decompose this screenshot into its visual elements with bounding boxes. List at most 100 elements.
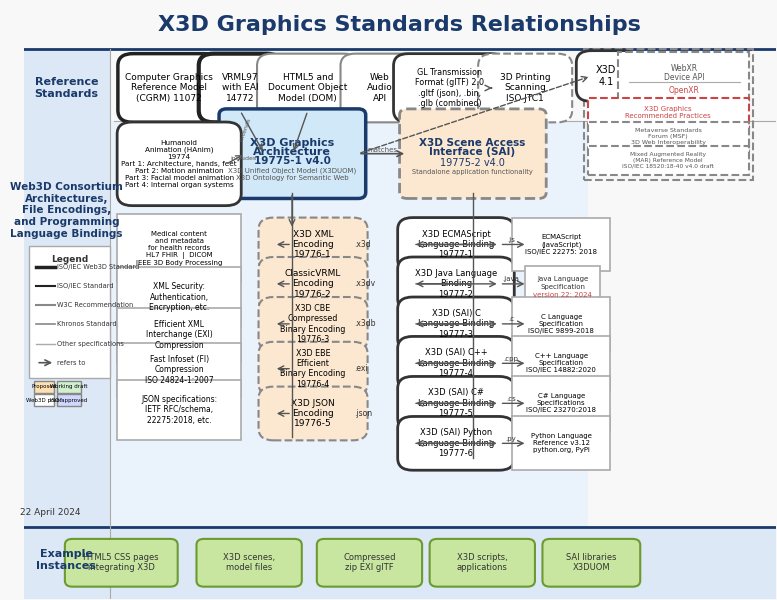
FancyBboxPatch shape	[29, 246, 110, 377]
FancyBboxPatch shape	[512, 218, 610, 271]
Text: Efficient XML
Interchange (EXI)
Compression: Efficient XML Interchange (EXI) Compress…	[146, 320, 213, 350]
FancyBboxPatch shape	[34, 381, 54, 393]
Text: X3D scenes,
model files: X3D scenes, model files	[223, 553, 275, 572]
FancyBboxPatch shape	[117, 214, 241, 283]
Text: X3D scripts,
applications: X3D scripts, applications	[457, 553, 507, 572]
Text: 19775-1 v4.0: 19775-1 v4.0	[253, 156, 330, 166]
FancyBboxPatch shape	[512, 376, 610, 430]
FancyBboxPatch shape	[259, 386, 368, 440]
Text: HTML5 CSS pages
integrating X3D: HTML5 CSS pages integrating X3D	[83, 553, 159, 572]
Text: X3D Scene Access: X3D Scene Access	[420, 138, 526, 148]
Text: .java: .java	[503, 276, 519, 282]
Text: X3D Graphics Standards Relationships: X3D Graphics Standards Relationships	[158, 15, 641, 35]
FancyBboxPatch shape	[23, 49, 110, 121]
FancyBboxPatch shape	[398, 416, 514, 470]
FancyBboxPatch shape	[478, 53, 572, 122]
FancyBboxPatch shape	[398, 337, 514, 390]
Text: X3D Unified Object Model (X3DUOM): X3D Unified Object Model (X3DUOM)	[228, 168, 356, 174]
FancyBboxPatch shape	[117, 122, 241, 206]
Text: C++ Language
Specification
ISO/IEC 14882:2020: C++ Language Specification ISO/IEC 14882…	[526, 353, 596, 373]
Text: Standalone application functionality: Standalone application functionality	[412, 169, 533, 175]
Text: VRML97
with EAI
14772: VRML97 with EAI 14772	[221, 73, 259, 103]
Text: Humanoid
Animation (HAnim)
19774
Part 1: Architecture, hands, feet
Part 2: Motio: Humanoid Animation (HAnim) 19774 Part 1:…	[121, 140, 237, 188]
Text: X3D Graphics: X3D Graphics	[250, 138, 334, 148]
FancyBboxPatch shape	[340, 53, 420, 122]
Text: 3D Printing
Scanning
ISO JTC1: 3D Printing Scanning ISO JTC1	[500, 73, 550, 103]
Text: X3D XML
Encoding
19776-1: X3D XML Encoding 19776-1	[292, 230, 334, 259]
FancyBboxPatch shape	[512, 337, 610, 390]
Text: Web3D Consortium
Architectures,
File Encodings,
and Programming
Language Binding: Web3D Consortium Architectures, File Enc…	[10, 182, 123, 239]
FancyBboxPatch shape	[512, 297, 610, 351]
Text: X3D Java Language
Binding
19777-2: X3D Java Language Binding 19777-2	[415, 269, 497, 299]
FancyBboxPatch shape	[118, 53, 219, 122]
FancyBboxPatch shape	[64, 539, 178, 587]
Text: .x3dv: .x3dv	[354, 280, 375, 289]
FancyBboxPatch shape	[23, 527, 775, 599]
Text: ISO approved: ISO approved	[50, 398, 87, 403]
FancyBboxPatch shape	[587, 122, 749, 151]
FancyBboxPatch shape	[219, 109, 366, 199]
Text: Khronos Standard: Khronos Standard	[57, 322, 117, 328]
FancyBboxPatch shape	[57, 394, 81, 406]
Text: Fast Infoset (FI)
Compression
ISO 24824-1:2007: Fast Infoset (FI) Compression ISO 24824-…	[145, 355, 214, 385]
FancyBboxPatch shape	[197, 539, 301, 587]
FancyBboxPatch shape	[117, 267, 241, 327]
Text: Interface (SAI): Interface (SAI)	[430, 147, 516, 157]
FancyBboxPatch shape	[117, 380, 241, 440]
FancyBboxPatch shape	[430, 539, 535, 587]
Text: X3D Graphics
Recommended Practices: X3D Graphics Recommended Practices	[625, 106, 711, 119]
Text: refers to: refers to	[57, 360, 85, 366]
Text: Medical content
and metadata
for health records
HL7 FHIR  |  DICOM
IEEE 3D Body : Medical content and metadata for health …	[136, 230, 222, 266]
Text: X3D (SAI) C++
Language Binding
19777-4: X3D (SAI) C++ Language Binding 19777-4	[418, 349, 494, 378]
Text: ISO/IEC Standard: ISO/IEC Standard	[57, 283, 114, 289]
Text: Device API: Device API	[664, 73, 704, 82]
Text: .exi: .exi	[354, 364, 368, 373]
Text: Other specifications: Other specifications	[57, 341, 124, 347]
FancyBboxPatch shape	[199, 53, 281, 122]
Text: includes: includes	[230, 156, 256, 161]
Text: JSON specifications:
IETF RFC/schema,
22275:2018, etc.: JSON specifications: IETF RFC/schema, 22…	[141, 395, 218, 425]
Text: X3D
4.1: X3D 4.1	[596, 65, 617, 87]
Text: X3D ECMAScript
Language Binding
19777-1: X3D ECMAScript Language Binding 19777-1	[418, 230, 494, 259]
Text: X3D EBE
Efficient
Binary Encoding
19776-4: X3D EBE Efficient Binary Encoding 19776-…	[280, 349, 346, 389]
Text: Specification: Specification	[540, 284, 585, 290]
FancyBboxPatch shape	[398, 297, 514, 351]
Text: SAI libraries
X3DUOM: SAI libraries X3DUOM	[566, 553, 617, 572]
Text: ISO/IEC Web3D Standard: ISO/IEC Web3D Standard	[57, 264, 140, 270]
Text: Legend: Legend	[51, 255, 88, 264]
Text: Working draft: Working draft	[50, 385, 87, 389]
Text: .x3db: .x3db	[354, 319, 376, 328]
FancyBboxPatch shape	[398, 376, 514, 430]
Text: .c: .c	[508, 316, 514, 322]
FancyBboxPatch shape	[117, 343, 241, 397]
FancyBboxPatch shape	[525, 266, 601, 302]
Text: Python Language
Reference v3.12
python.org, PyPi: Python Language Reference v3.12 python.o…	[531, 433, 592, 454]
FancyBboxPatch shape	[399, 109, 546, 199]
FancyBboxPatch shape	[259, 218, 368, 271]
FancyBboxPatch shape	[110, 121, 587, 527]
Text: Architecture: Architecture	[253, 147, 331, 157]
FancyBboxPatch shape	[618, 52, 749, 103]
FancyBboxPatch shape	[512, 416, 610, 470]
Text: X3D (SAI) C
Language Binding
19777-3: X3D (SAI) C Language Binding 19777-3	[418, 309, 494, 339]
Text: version 22: 2024: version 22: 2024	[533, 292, 592, 298]
Text: XML Security:
Authentication,
Encryption, etc.: XML Security: Authentication, Encryption…	[149, 282, 209, 312]
Text: Java Language: Java Language	[537, 276, 588, 282]
Text: OpenXR: OpenXR	[668, 86, 699, 95]
Text: X3D (SAI) C#
Language Binding
19777-5: X3D (SAI) C# Language Binding 19777-5	[418, 388, 494, 418]
Text: C# Language
Specifications
ISO/IEC 23270:2018: C# Language Specifications ISO/IEC 23270…	[526, 394, 596, 413]
Text: Web
Audio
API: Web Audio API	[367, 73, 393, 103]
Text: HTML5 and
Document Object
Model (DOM): HTML5 and Document Object Model (DOM)	[268, 73, 347, 103]
FancyBboxPatch shape	[257, 53, 358, 122]
Text: C Language
Specification
ISO/IEC 9899-2018: C Language Specification ISO/IEC 9899-20…	[528, 314, 594, 334]
Text: X3D CBE
Compressed
Binary Encoding
19776-3: X3D CBE Compressed Binary Encoding 19776…	[280, 304, 346, 344]
Text: matches: matches	[368, 146, 397, 152]
Text: Example
Instances: Example Instances	[37, 549, 96, 571]
Text: .py: .py	[506, 436, 516, 442]
Text: .x3d: .x3d	[354, 240, 371, 249]
FancyBboxPatch shape	[57, 381, 81, 393]
Text: X3D (SAI) Python
Language Binding
19777-6: X3D (SAI) Python Language Binding 19777-…	[418, 428, 494, 458]
Text: X3D JSON
Encoding
19776-5: X3D JSON Encoding 19776-5	[291, 398, 335, 428]
Text: Web3D proof: Web3D proof	[26, 398, 62, 403]
Text: .cpp: .cpp	[503, 356, 518, 362]
